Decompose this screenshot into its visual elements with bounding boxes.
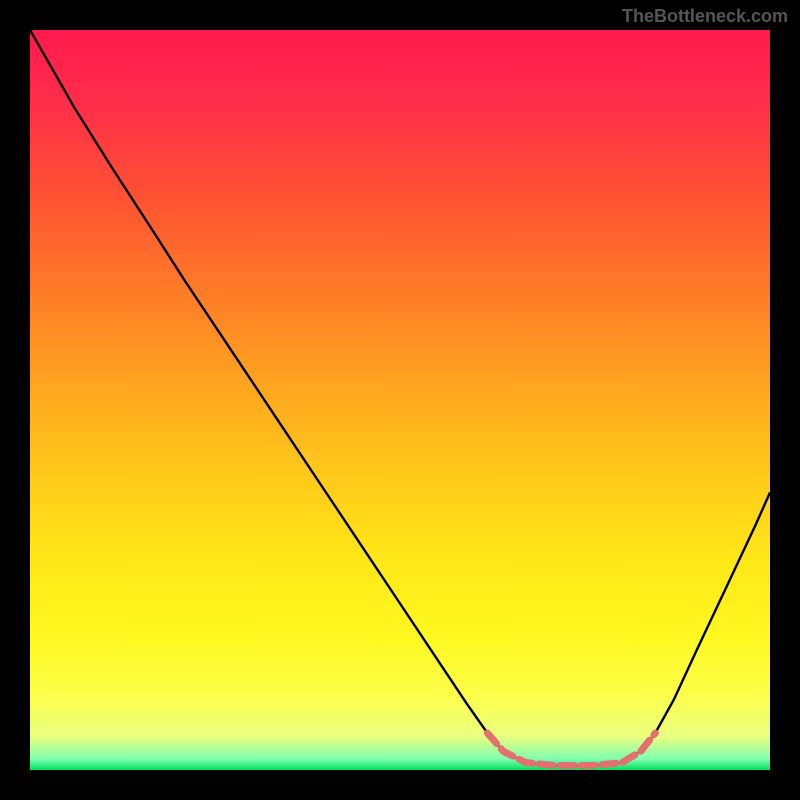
watermark-text: TheBottleneck.com <box>622 6 788 27</box>
optimal-range-marker <box>487 733 655 766</box>
plot-area <box>30 30 770 770</box>
curve-layer <box>30 30 770 770</box>
bottleneck-curve <box>30 30 770 766</box>
